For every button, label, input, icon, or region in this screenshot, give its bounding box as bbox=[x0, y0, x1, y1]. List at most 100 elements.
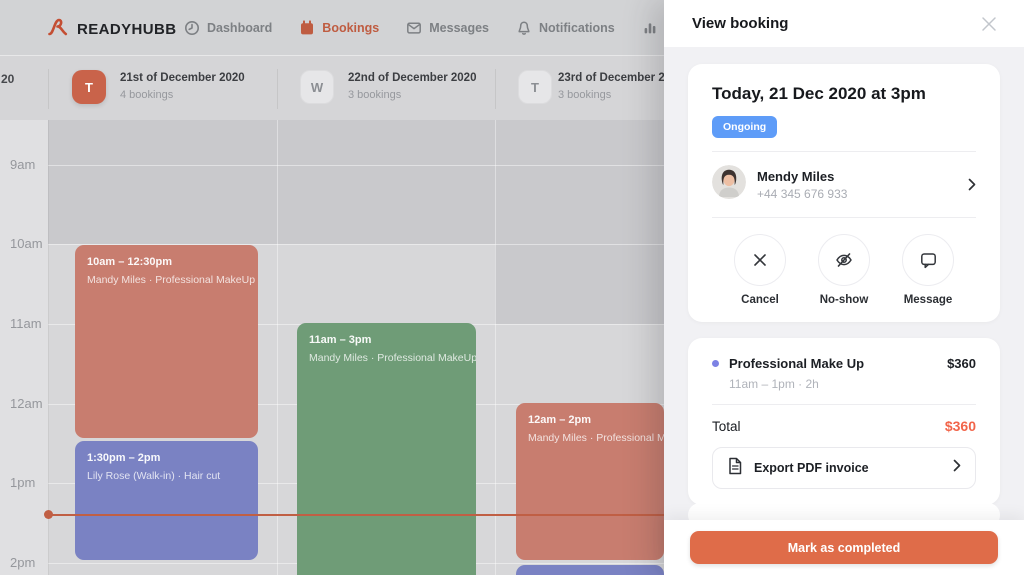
client-name: Mendy Miles bbox=[757, 168, 835, 184]
time-label-12am: 12am bbox=[10, 396, 43, 411]
day-bookings-count: 3 bookings bbox=[558, 89, 612, 101]
day-date: 23rd of December 2020 bbox=[558, 72, 664, 84]
avatar bbox=[712, 165, 746, 204]
calendar-event-clipped-23rd[interactable] bbox=[516, 565, 664, 575]
current-time-line bbox=[48, 514, 664, 516]
nav-label: Bookings bbox=[322, 20, 380, 35]
panel-header: View booking bbox=[664, 0, 1024, 47]
calendar-icon bbox=[299, 19, 315, 36]
chevron-right-icon bbox=[953, 459, 961, 477]
x-icon bbox=[734, 234, 786, 286]
order-card: Professional Make Up $360 11am – 1pm · 2… bbox=[688, 338, 1000, 505]
bar-chart-icon bbox=[642, 20, 658, 36]
day-letter-badge: W bbox=[300, 70, 334, 104]
day-item-21st[interactable]: T 21st of December 2020 4 bookings bbox=[48, 56, 277, 121]
day-letter-badge: T bbox=[518, 70, 552, 104]
event-detail: Lily Rose (Walk-in) · Hair cut bbox=[87, 470, 221, 482]
nav-item-bookings[interactable]: Bookings bbox=[299, 19, 380, 36]
day-item-23rd[interactable]: T 23rd of December 2020 3 bookings bbox=[495, 56, 664, 121]
gutter-divider bbox=[48, 120, 49, 575]
total-row: Total $360 bbox=[712, 418, 976, 434]
day-date: 22nd of December 2020 bbox=[348, 72, 477, 84]
day-header: 20 T 21st of December 2020 4 bookings W … bbox=[0, 55, 664, 120]
service-name: Professional Make Up bbox=[729, 356, 865, 371]
calendar-event-makeup-23rd[interactable]: 12am – 2pm Mandy Miles · Professional Ma… bbox=[516, 403, 664, 560]
chevron-right-icon bbox=[968, 178, 976, 191]
day-item-22nd[interactable]: W 22nd of December 2020 3 bookings bbox=[277, 56, 495, 121]
time-label-9am: 9am bbox=[10, 157, 36, 172]
close-icon[interactable] bbox=[980, 15, 998, 33]
service-time: 11am – 1pm · 2h bbox=[729, 377, 819, 391]
nav-label: Messages bbox=[429, 20, 490, 35]
client-phone: +44 345 676 933 bbox=[757, 186, 848, 201]
no-show-button[interactable]: No-show bbox=[808, 234, 880, 306]
envelope-icon bbox=[406, 20, 422, 36]
brand-logo[interactable]: READYHUBB bbox=[46, 15, 176, 44]
event-detail: Mandy Miles · Professional MakeUp bbox=[87, 274, 256, 286]
main-area: READYHUBB Dashboard bbox=[0, 15, 664, 575]
eye-off-icon bbox=[818, 234, 870, 286]
unavailable-hours-shade bbox=[277, 120, 495, 244]
divider bbox=[712, 404, 976, 405]
total-value: $360 bbox=[944, 418, 976, 434]
panel-body: Today, 21 Dec 2020 at 3pm Ongoing bbox=[664, 47, 1024, 575]
bell-icon bbox=[516, 20, 532, 36]
time-label-11am: 11am bbox=[10, 316, 42, 331]
document-icon bbox=[727, 457, 743, 480]
event-time: 1:30pm – 2pm bbox=[87, 452, 161, 464]
export-pdf-button[interactable]: Export PDF invoice bbox=[712, 447, 976, 489]
panel-footer: Mark as completed bbox=[664, 520, 1024, 575]
cancel-button[interactable]: Cancel bbox=[724, 234, 796, 306]
panel-title: View booking bbox=[692, 15, 789, 32]
view-booking-panel: View booking Today, 21 Dec 2020 at 3pm O… bbox=[664, 0, 1024, 575]
event-detail: Mandy Miles · Professional MakeUp bbox=[309, 352, 476, 364]
action-label: Cancel bbox=[741, 294, 779, 306]
mark-as-completed-button[interactable]: Mark as completed bbox=[690, 531, 998, 564]
header-divider bbox=[48, 69, 49, 109]
nav-label: Notifications bbox=[539, 20, 615, 35]
hour-gridline bbox=[48, 165, 664, 166]
booking-actions: Cancel No-show bbox=[712, 231, 976, 306]
action-label: No-show bbox=[819, 294, 869, 306]
service-row: Professional Make Up $360 bbox=[712, 356, 976, 371]
export-label: Export PDF invoice bbox=[754, 461, 869, 475]
calendar-event-haircut-21st[interactable]: 1:30pm – 2pm Lily Rose (Walk-in) · Hair … bbox=[75, 441, 258, 560]
status-badge: Ongoing bbox=[712, 116, 778, 138]
event-time: 12am – 2pm bbox=[528, 414, 591, 426]
nav-label: Dashboard bbox=[207, 20, 273, 35]
day-date: 21st of December 2020 bbox=[120, 72, 245, 84]
nav-item-dashboard[interactable]: Dashboard bbox=[184, 20, 272, 36]
hour-gridline bbox=[48, 244, 664, 245]
day-letter-badge: T bbox=[72, 70, 106, 104]
nav-item-messages[interactable]: Messages bbox=[406, 20, 489, 36]
day-bookings-count: 3 bookings bbox=[348, 89, 402, 101]
service-price: $360 bbox=[947, 356, 976, 371]
column-divider bbox=[495, 120, 496, 575]
time-label-2pm: 2pm bbox=[10, 555, 36, 570]
divider bbox=[712, 151, 976, 152]
event-time: 11am – 3pm bbox=[309, 334, 372, 346]
time-label-10am: 10am bbox=[10, 236, 43, 251]
calendar-event-makeup-21st[interactable]: 10am – 12:30pm Mandy Miles · Professiona… bbox=[75, 245, 258, 438]
client-row[interactable]: Mendy Miles +44 345 676 933 bbox=[712, 165, 976, 204]
time-label-1pm: 1pm bbox=[10, 475, 36, 490]
current-time-dot bbox=[44, 510, 53, 519]
prev-day-clipped-label: 20 bbox=[1, 72, 15, 86]
event-detail: Mandy Miles · Professional MakeUp bbox=[528, 432, 664, 444]
event-time: 10am – 12:30pm bbox=[87, 256, 172, 268]
calendar-event-makeup-22nd[interactable]: 11am – 3pm Mandy Miles · Professional Ma… bbox=[297, 323, 476, 575]
readyhubb-logo-icon bbox=[46, 15, 70, 44]
column-divider bbox=[277, 120, 278, 575]
total-label: Total bbox=[712, 418, 741, 434]
divider bbox=[712, 217, 976, 218]
unavailable-hours-shade bbox=[48, 120, 277, 244]
message-button[interactable]: Message bbox=[892, 234, 964, 306]
booking-summary-card: Today, 21 Dec 2020 at 3pm Ongoing bbox=[688, 64, 1000, 322]
day-bookings-count: 4 bookings bbox=[120, 89, 174, 101]
service-color-dot bbox=[712, 360, 719, 367]
nav-item-notifications[interactable]: Notifications bbox=[516, 20, 615, 36]
brand-name: READYHUBB bbox=[77, 21, 177, 38]
nav-item-analytics[interactable]: Analytics bbox=[642, 20, 664, 36]
clock-icon bbox=[184, 20, 200, 36]
